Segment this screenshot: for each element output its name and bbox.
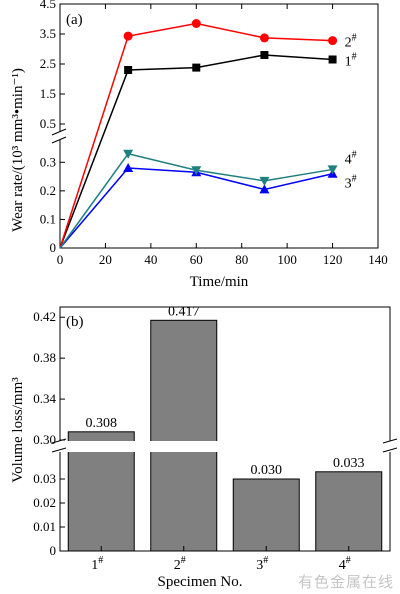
panel-a-y-tick-label: 2.5 (40, 56, 56, 71)
panel-a-x-tick-label: 120 (323, 252, 343, 267)
panel-b-y-tick-label: 0.38 (33, 350, 56, 365)
series-label-1: 1# (345, 52, 357, 70)
marker-1 (260, 51, 269, 59)
panel-a-wear-rate-chart: (a) Time/min Wear rate/(10³ mm³•min⁻¹) 0… (10, 0, 388, 290)
marker-1 (124, 66, 133, 74)
marker-1 (328, 55, 337, 64)
panel-a-axis-break-gap (40, 132, 66, 140)
panel-a-y-tick-label: 4.5 (40, 0, 56, 11)
marker-2 (123, 31, 133, 41)
marker-1 (192, 63, 201, 72)
panel-a-axis-break-mark (51, 136, 67, 144)
bar-value-label: 0.308 (86, 416, 118, 431)
panel-a-y-axis-label: Wear rate/(10³ mm³•min⁻¹) (10, 68, 26, 232)
marker-3 (123, 163, 134, 172)
panel-a-x-tick-label: 20 (99, 252, 112, 267)
bar-value-label: 0.030 (251, 463, 283, 478)
panel-a-x-tick-label: 100 (277, 252, 297, 267)
panel-b-y-tick-label: 0.02 (33, 495, 56, 510)
series-label-3: 3# (345, 174, 357, 192)
bar-value-label: 0.033 (333, 456, 365, 471)
panel-b-frame (59, 306, 391, 552)
series-label-4: 4# (345, 149, 357, 167)
panel-b-y-tick-label: 0 (50, 543, 57, 558)
panel-b-category-label: 3# (256, 555, 268, 573)
panel-b-axis-break-mark (382, 447, 398, 453)
marker-2 (191, 19, 201, 28)
series-line-1 (59, 54, 333, 249)
series-label-2: 2# (345, 33, 357, 51)
panel-a-y-tick-label: 0.2 (40, 183, 56, 198)
marker-3 (259, 184, 270, 194)
panel-a-x-tick-label: 60 (190, 252, 203, 267)
panel-a-y-tick-label: 0.1 (40, 211, 56, 226)
marker-2 (259, 33, 269, 43)
panel-a-x-axis-label: Time/min (190, 274, 249, 290)
panel-b-volume-loss-chart: (b) Specimen No. Volume loss/mm³ 0.308 1#… (10, 304, 398, 590)
panel-b-y-tick-label: 0.30 (33, 432, 56, 447)
panel-b-label: (b) (66, 314, 84, 330)
panel-a-y-tick-label: 3.5 (40, 26, 56, 41)
panel-a-y-tick-label: 0 (50, 240, 57, 255)
panel-b-axis-break-gap (40, 441, 395, 452)
marker-2 (328, 36, 338, 46)
panel-b-x-axis-label: Specimen No. (158, 574, 243, 590)
series-line-3 (59, 167, 333, 249)
panel-a-frame (59, 3, 379, 249)
panel-a-label: (a) (66, 12, 83, 28)
panel-b-category-label: 1# (91, 555, 103, 573)
marker-4 (327, 165, 338, 175)
panel-b-category-label: 2# (174, 555, 186, 573)
panel-a-x-tick-label: 80 (235, 252, 248, 267)
panel-a-y-tick-label: 1.5 (40, 86, 56, 101)
panel-a-axis-break-mark (51, 128, 67, 136)
panel-b-category-label: 4# (339, 555, 351, 573)
watermark: 有色金属在线 (297, 573, 394, 591)
panel-b-y-tick-label: 0.42 (33, 309, 56, 324)
bar-4 (315, 471, 383, 552)
panel-a-x-tick-label: 140 (368, 252, 388, 267)
marker-4 (123, 149, 134, 159)
panel-b-axis-break-mark (51, 447, 67, 453)
panel-a-x-tick-label: 40 (144, 252, 157, 267)
bar-3 (232, 478, 300, 552)
panel-b-y-tick-label: 0.34 (33, 391, 56, 406)
marker-4 (191, 166, 202, 176)
panel-a-y-tick-label: 0.5 (40, 116, 56, 131)
panel-b-y-axis-label: Volume loss/mm³ (10, 377, 26, 483)
panel-b-axis-break-mark (382, 438, 398, 444)
panel-b-y-tick-label: 0.03 (33, 471, 56, 486)
bar-2 (150, 319, 218, 552)
panel-a-x-tick-label: 0 (57, 252, 64, 267)
panel-a-y-tick-label: 0.3 (40, 154, 56, 169)
marker-4 (259, 176, 270, 186)
bar-value-label: 0.417 (168, 304, 200, 319)
panel-b-y-tick-label: 0.01 (33, 519, 56, 534)
